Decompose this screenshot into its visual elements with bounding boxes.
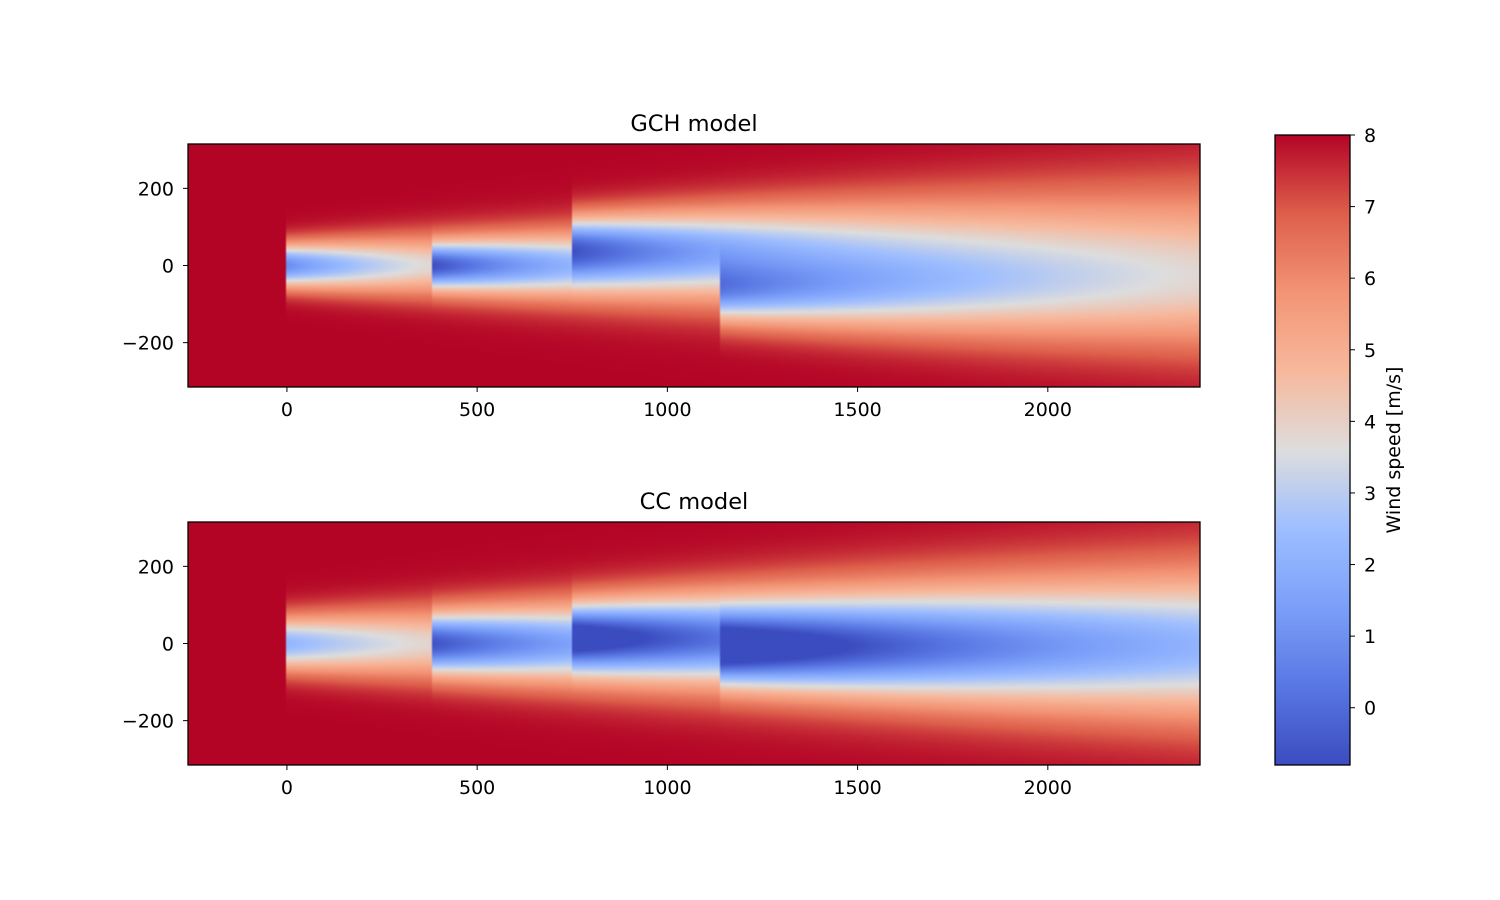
- y-axis: −200 0 200: [122, 556, 188, 733]
- colorbar-tick-label: 1: [1364, 626, 1376, 648]
- x-tick-label: 0: [281, 399, 293, 421]
- y-tick-label: 200: [138, 556, 174, 578]
- y-tick-label: 0: [162, 634, 174, 656]
- x-tick-label: 1500: [833, 777, 881, 799]
- colorbar-tick-label: 7: [1364, 197, 1376, 219]
- x-axis: 0 500 1000 1500 2000: [281, 387, 1072, 421]
- colorbar-ticks: 0 1 2 3 4 5 6 7 8: [1350, 125, 1376, 720]
- x-tick-label: 1000: [643, 777, 691, 799]
- x-tick-label: 2000: [1024, 777, 1072, 799]
- x-axis: 0 500 1000 1500 2000: [281, 765, 1072, 799]
- x-tick-label: 500: [459, 399, 495, 421]
- colorbar-tick-label: 8: [1364, 125, 1376, 147]
- x-tick-label: 0: [281, 777, 293, 799]
- y-tick-label: −200: [122, 333, 174, 355]
- colorbar-tick-label: 4: [1364, 411, 1376, 433]
- x-tick-label: 500: [459, 777, 495, 799]
- x-tick-label: 1000: [643, 399, 691, 421]
- y-axis: −200 0 200: [122, 178, 188, 355]
- panel-gch: GCH model 0 500 1000 1500 2000 −200 0 200: [122, 111, 1201, 421]
- panel-cc: CC model 0 500 1000 1500 2000 −200 0 200: [122, 489, 1201, 799]
- wind-speed-field: [188, 144, 1200, 387]
- colorbar-gradient: [1275, 135, 1350, 765]
- colorbar-tick-label: 2: [1364, 555, 1376, 577]
- panel-title: CC model: [640, 489, 749, 515]
- colorbar-frame: [1274, 134, 1351, 766]
- x-tick-label: 2000: [1024, 399, 1072, 421]
- wind-speed-field: [188, 522, 1200, 765]
- y-tick-label: 0: [162, 256, 174, 278]
- panel-title: GCH model: [630, 111, 757, 137]
- y-tick-label: 200: [138, 178, 174, 200]
- colorbar: 0 1 2 3 4 5 6 7 8 Wind speed [m/s]: [1274, 125, 1405, 766]
- x-tick-label: 1500: [833, 399, 881, 421]
- colorbar-tick-label: 3: [1364, 483, 1376, 505]
- colorbar-label: Wind speed [m/s]: [1383, 367, 1405, 534]
- colorbar-tick-label: 6: [1364, 268, 1376, 290]
- colorbar-tick-label: 5: [1364, 340, 1376, 362]
- y-tick-label: −200: [122, 711, 174, 733]
- colorbar-tick-label: 0: [1364, 698, 1376, 720]
